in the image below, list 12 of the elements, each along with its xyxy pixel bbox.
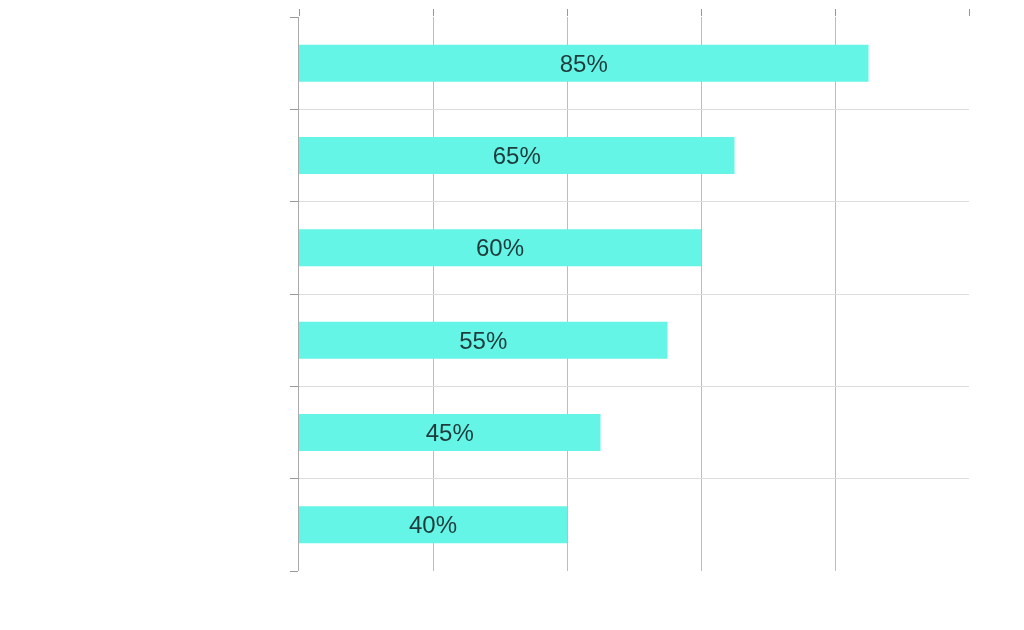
data-label: 55%: [459, 326, 508, 354]
bar: [299, 321, 668, 359]
data-label: 60%: [475, 234, 525, 262]
bar: [299, 229, 701, 267]
data-label: 40%: [408, 511, 458, 539]
bar: [299, 137, 735, 174]
bar: [299, 414, 601, 451]
bar: [299, 506, 567, 544]
bar: [299, 44, 869, 82]
data-label: 65%: [492, 142, 541, 169]
data-label: 45%: [425, 419, 474, 446]
data-label: 85%: [559, 49, 608, 77]
